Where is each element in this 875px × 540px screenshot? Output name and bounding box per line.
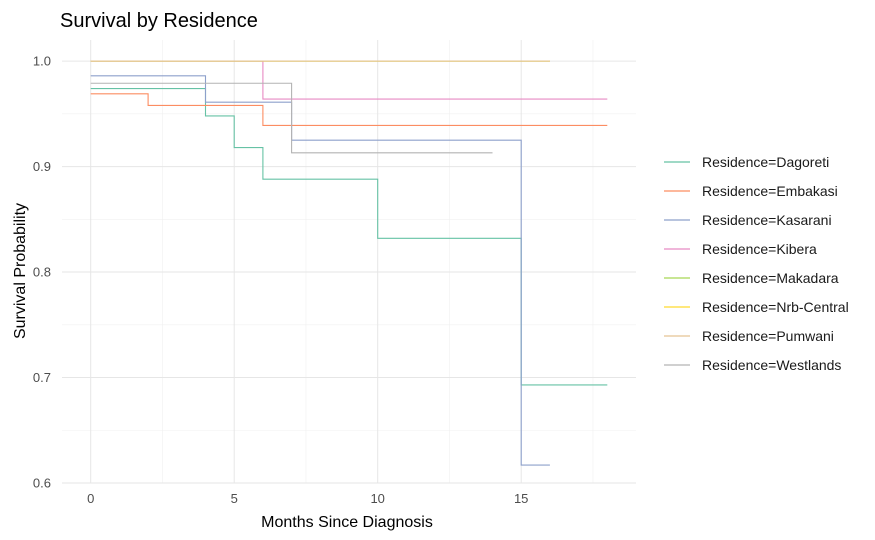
x-tick-label: 10 (370, 491, 384, 506)
legend-label: Residence=Kasarani (702, 212, 832, 228)
y-axis-ticks: 0.6 0.7 0.8 0.9 1.0 (33, 54, 51, 491)
series-line (90, 93, 608, 126)
series-lines (90, 60, 608, 466)
chart-title: Survival by Residence (60, 10, 258, 32)
series-line (90, 82, 493, 154)
series-line (90, 75, 550, 466)
legend: Residence=Dagoreti Residence=Embakasi Resi… (664, 154, 849, 373)
y-tick-label: 0.8 (33, 265, 51, 280)
legend-label: Residence=Pumwani (702, 328, 834, 344)
x-tick-label: 15 (514, 491, 528, 506)
y-axis-title: Survival Probability (12, 203, 29, 339)
legend-label: Residence=Dagoreti (702, 154, 829, 170)
y-tick-label: 1.0 (33, 54, 51, 69)
legend-label: Residence=Nrb-Central (702, 299, 849, 315)
legend-label: Residence=Embakasi (702, 183, 838, 199)
x-tick-label: 5 (231, 491, 238, 506)
y-tick-label: 0.7 (33, 370, 51, 385)
series-line (90, 87, 608, 386)
x-axis-title: Months Since Diagnosis (261, 514, 433, 531)
y-tick-label: 0.9 (33, 159, 51, 174)
legend-label: Residence=Kibera (702, 241, 817, 257)
y-tick-label: 0.6 (33, 476, 51, 491)
x-axis-ticks: 0 5 10 15 (87, 491, 528, 506)
x-tick-label: 0 (87, 491, 94, 506)
series-line (90, 60, 608, 100)
legend-label: Residence=Makadara (702, 270, 839, 286)
legend-label: Residence=Westlands (702, 357, 841, 373)
grid (62, 40, 636, 484)
